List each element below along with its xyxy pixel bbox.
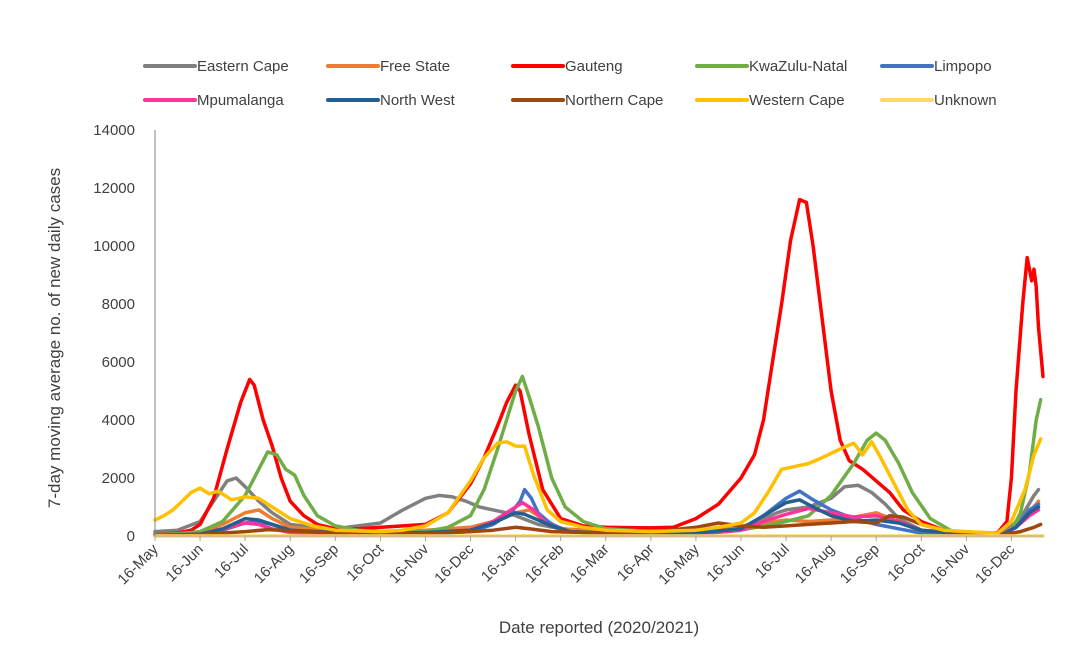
legend-label: Western Cape xyxy=(749,92,845,109)
x-tick-label: 16-May xyxy=(655,540,703,588)
x-tick-label: 16-Jul xyxy=(752,541,793,582)
x-tick-label: 16-Aug xyxy=(251,541,297,587)
x-tick-label: 16-Jun xyxy=(703,541,747,585)
series-line-western-cape xyxy=(153,437,1043,535)
legend-label: KwaZulu-Natal xyxy=(749,58,847,75)
legend-label: Eastern Cape xyxy=(197,58,289,75)
y-tick-label: 12000 xyxy=(93,180,135,197)
x-tick-label: 16-May xyxy=(114,540,162,588)
x-tick-label: 16-Feb xyxy=(522,541,568,587)
y-tick-label: 4000 xyxy=(102,412,135,429)
x-tick-label: 16-Oct xyxy=(884,540,928,584)
y-tick-label: 6000 xyxy=(102,354,135,371)
legend-label: Gauteng xyxy=(565,58,623,75)
x-tick-label: 16-Oct xyxy=(343,540,387,584)
x-tick-label: 16-Mar xyxy=(567,541,613,587)
y-axis-ticks: 0 2000 4000 6000 8000 10000 12000 14000 xyxy=(93,122,135,545)
x-axis-title: Date reported (2020/2021) xyxy=(499,618,699,637)
x-tick-label: 16-Nov xyxy=(386,540,433,587)
y-tick-label: 8000 xyxy=(102,296,135,313)
legend-label: Limpopo xyxy=(934,58,992,75)
series-line-eastern-cape xyxy=(153,476,1041,536)
x-tick-label: 16-Sep xyxy=(837,541,883,587)
x-tick-label: 16-Jun xyxy=(162,541,206,585)
x-tick-label: 16-Jul xyxy=(211,541,252,582)
x-tick-label: 16-Nov xyxy=(927,540,974,587)
legend-label: Mpumalanga xyxy=(197,92,284,109)
legend: Eastern Cape Free State Gauteng KwaZulu-Nat… xyxy=(143,58,997,109)
legend-label: Northern Cape xyxy=(565,92,663,109)
y-axis-title: 7-day moving average no. of new daily ca… xyxy=(45,168,64,508)
series-line-kwazulu-natal xyxy=(153,374,1043,537)
x-tick-label: 16-Apr xyxy=(614,541,658,585)
x-tick-label: 16-Dec xyxy=(431,540,478,587)
y-tick-label: 14000 xyxy=(93,122,135,139)
y-tick-label: 0 xyxy=(127,528,135,545)
series-lines xyxy=(153,197,1045,538)
x-tick-label: 16-Sep xyxy=(296,541,342,587)
legend-label: North West xyxy=(380,92,456,109)
legend-label: Free State xyxy=(380,58,450,75)
x-tick-label: 16-Aug xyxy=(792,541,838,587)
x-tick-label: 16-Dec xyxy=(972,540,1019,587)
y-tick-label: 2000 xyxy=(102,470,135,487)
legend-label: Unknown xyxy=(934,92,997,109)
x-tick-label: 16-Jan xyxy=(478,541,522,585)
y-tick-label: 10000 xyxy=(93,238,135,255)
